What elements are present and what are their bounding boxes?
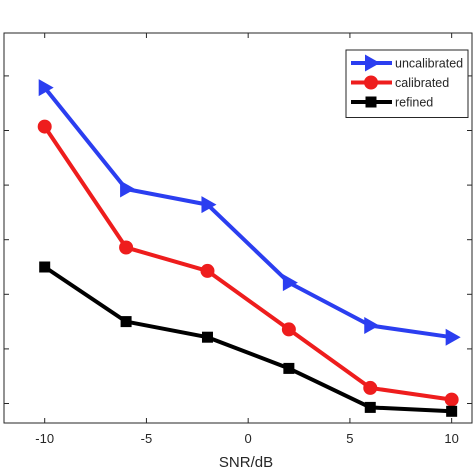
legend-label: calibrated (395, 76, 449, 90)
data-point (120, 180, 136, 198)
series-refined (39, 261, 458, 417)
data-point (364, 317, 380, 334)
legend-marker (365, 54, 380, 72)
legend-marker (365, 96, 377, 108)
x-tick-label: 10 (444, 431, 458, 446)
series-line (43, 265, 452, 414)
series-layer (37, 79, 461, 417)
data-point (201, 196, 217, 214)
data-point (119, 240, 134, 255)
legend-entry: uncalibrated (351, 54, 463, 72)
legend: uncalibrated calibrated refined (345, 49, 469, 118)
legend-entry: calibrated (351, 75, 449, 90)
data-point (363, 380, 378, 395)
data-point (37, 119, 52, 134)
legend-marker (364, 75, 378, 90)
series-line (43, 125, 452, 402)
plot-frame (3, 32, 473, 424)
series-uncalibrated (38, 79, 461, 346)
series-calibrated (37, 119, 459, 407)
data-point (444, 392, 459, 407)
x-tick-label: 5 (346, 431, 353, 446)
x-tick-label: -5 (141, 431, 153, 446)
x-axis-label: SNR/dB (219, 454, 273, 471)
series-line (43, 86, 452, 340)
x-tick-label: 0 (245, 431, 252, 446)
data-point (445, 328, 461, 346)
data-point (201, 331, 213, 343)
data-point (120, 316, 132, 328)
ticks-layer: -10 -5 0 5 10 (4, 33, 472, 446)
legend-label: uncalibrated (395, 57, 463, 71)
data-point (446, 405, 458, 417)
data-point (283, 362, 295, 374)
data-point (281, 322, 296, 337)
data-point (282, 274, 298, 292)
data-point (39, 261, 51, 273)
data-point (38, 79, 54, 97)
legend-label: refined (395, 96, 433, 110)
data-point (200, 263, 215, 278)
x-tick-label: -10 (35, 431, 54, 446)
legend-entry: refined (351, 96, 433, 110)
data-point (364, 401, 376, 413)
